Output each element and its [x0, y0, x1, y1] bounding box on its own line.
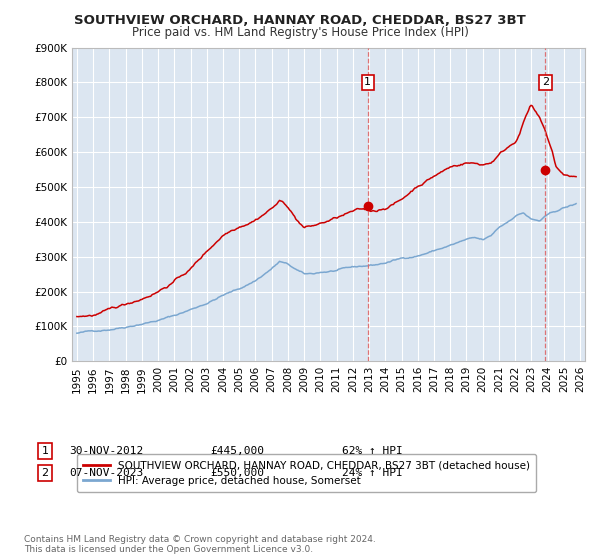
Text: 1: 1 — [41, 446, 49, 456]
Text: SOUTHVIEW ORCHARD, HANNAY ROAD, CHEDDAR, BS27 3BT: SOUTHVIEW ORCHARD, HANNAY ROAD, CHEDDAR,… — [74, 14, 526, 27]
Legend: SOUTHVIEW ORCHARD, HANNAY ROAD, CHEDDAR, BS27 3BT (detached house), HPI: Average: SOUTHVIEW ORCHARD, HANNAY ROAD, CHEDDAR,… — [77, 454, 536, 492]
Text: 24% ↑ HPI: 24% ↑ HPI — [342, 468, 403, 478]
Text: £550,000: £550,000 — [210, 468, 264, 478]
Text: 62% ↑ HPI: 62% ↑ HPI — [342, 446, 403, 456]
Text: £445,000: £445,000 — [210, 446, 264, 456]
Text: 1: 1 — [364, 77, 371, 87]
Text: 2: 2 — [41, 468, 49, 478]
Text: Price paid vs. HM Land Registry's House Price Index (HPI): Price paid vs. HM Land Registry's House … — [131, 26, 469, 39]
Text: Contains HM Land Registry data © Crown copyright and database right 2024.
This d: Contains HM Land Registry data © Crown c… — [24, 535, 376, 554]
Text: 07-NOV-2023: 07-NOV-2023 — [69, 468, 143, 478]
Text: 30-NOV-2012: 30-NOV-2012 — [69, 446, 143, 456]
Text: 2: 2 — [542, 77, 549, 87]
